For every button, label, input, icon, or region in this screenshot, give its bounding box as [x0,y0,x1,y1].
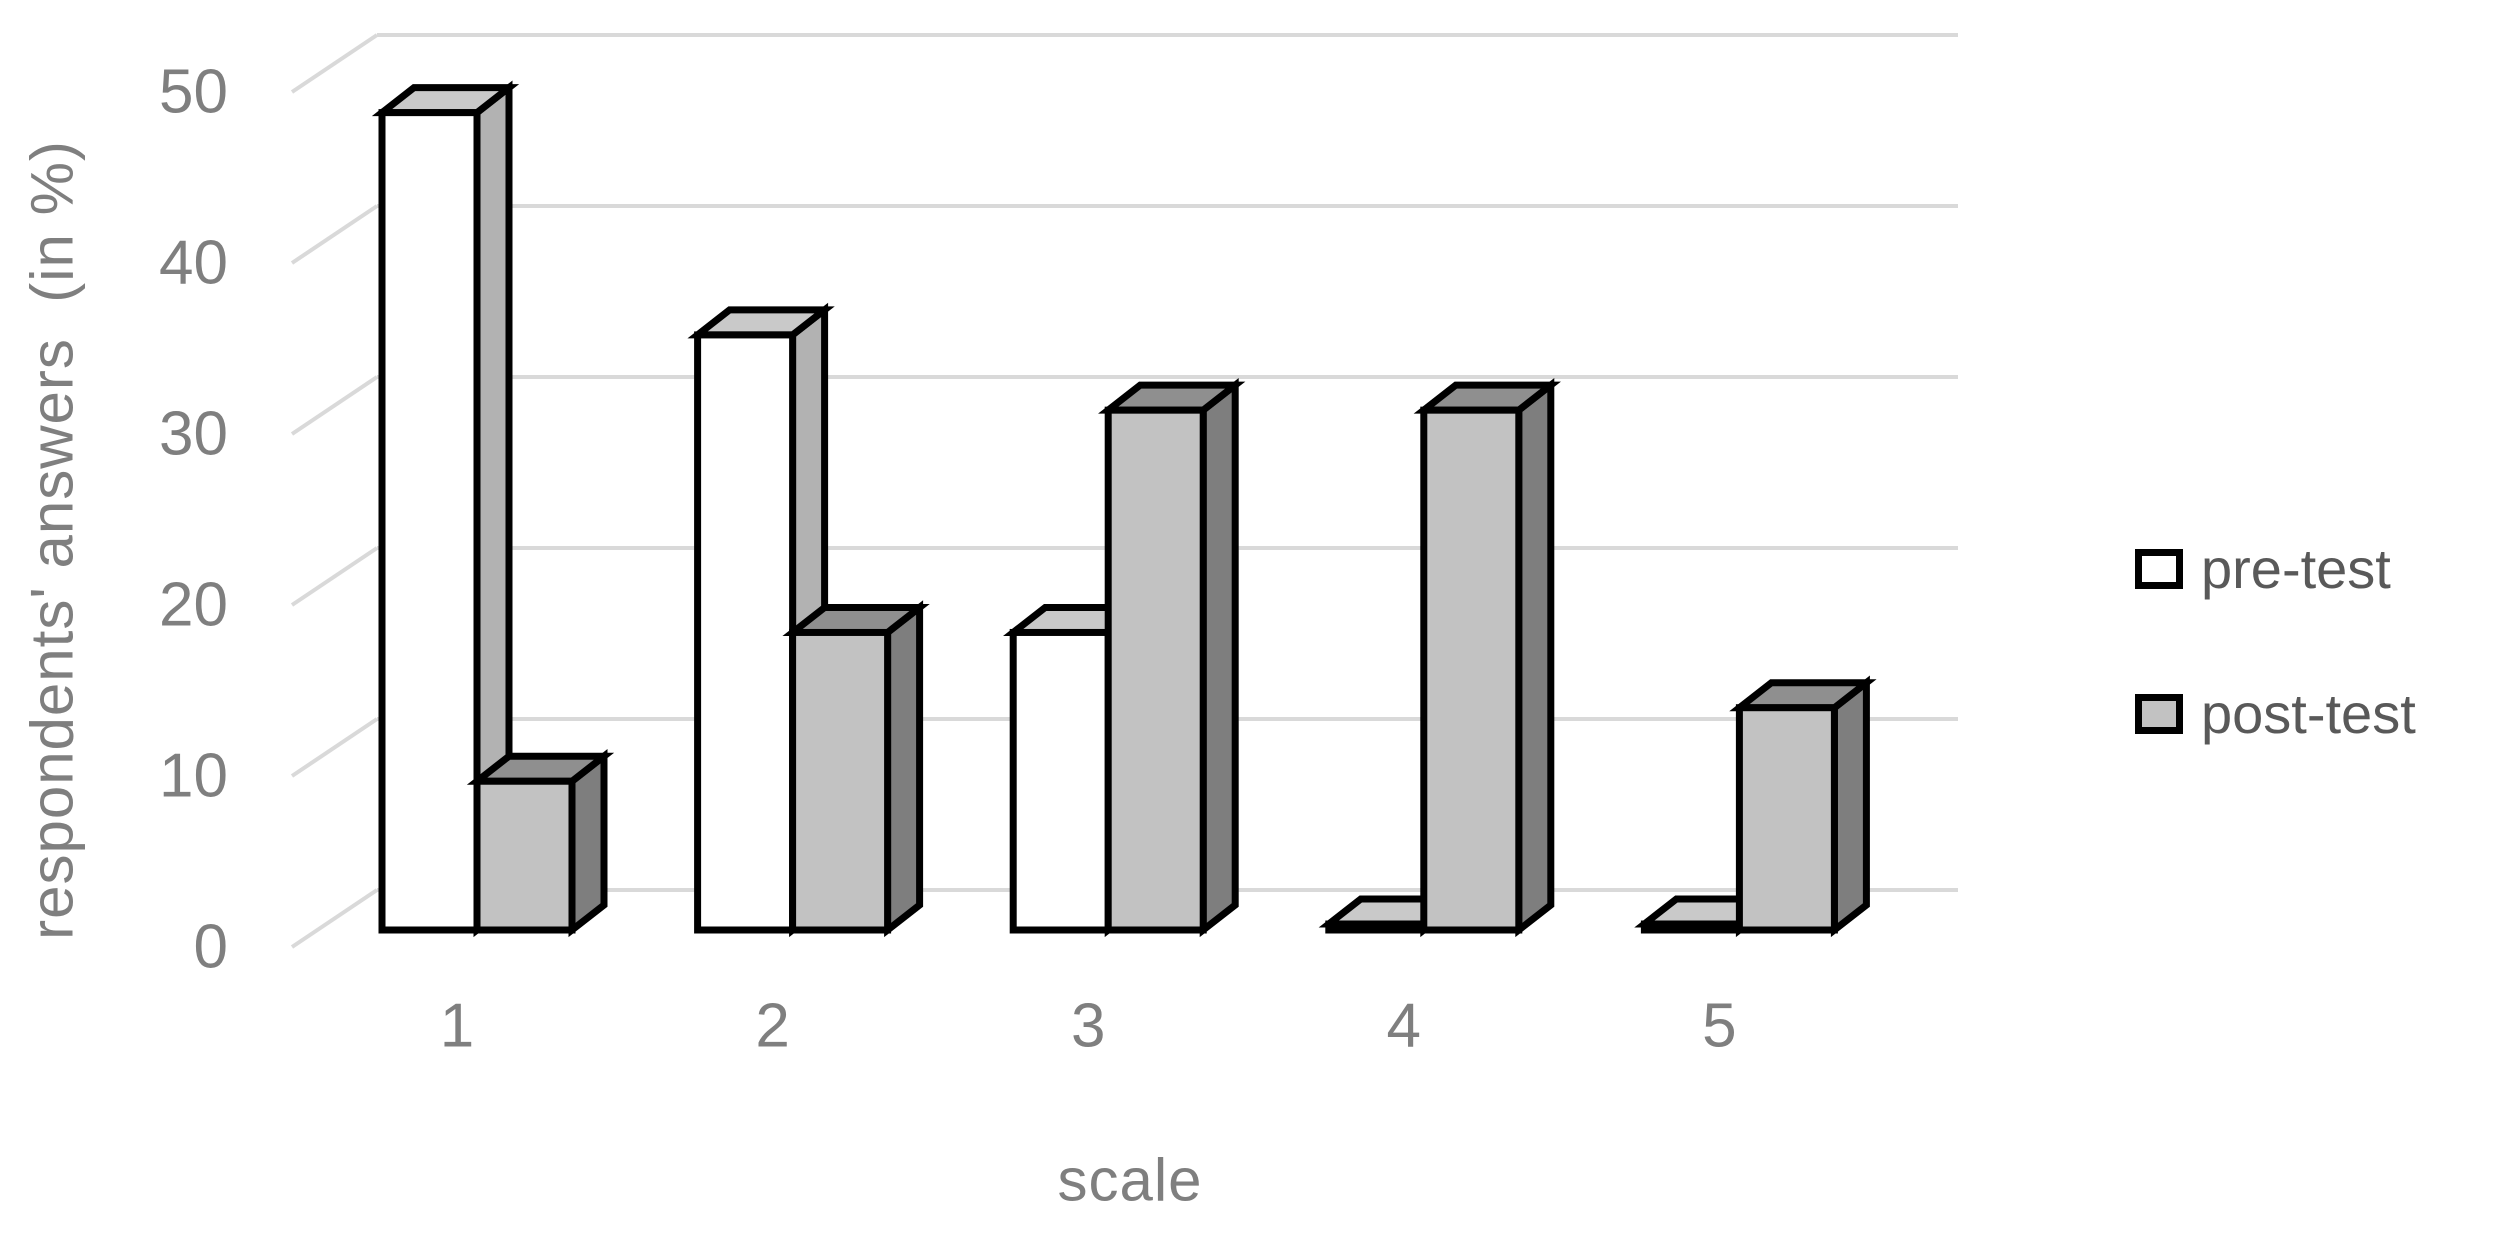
bar-post-test-scale-2-side [884,600,924,938]
y-tick-label-50: 50 [159,57,228,126]
bar-pre-test-scale-3-front [1009,628,1112,934]
legend-item-pre-test: pre-test [2135,536,2391,601]
legend-label-post-test: post-test [2201,682,2416,745]
bar-pre-test-scale-2-front [694,331,797,934]
legend-item-post-test: post-test [2135,681,2416,746]
x-axis-title: scale [1057,1146,1203,1214]
bar-post-test-scale-5-side [1830,675,1870,938]
y-tick-label-0: 0 [194,912,228,981]
bar-post-test-scale-4-side [1515,377,1555,938]
bar-pre-test-scale-5-front [1640,920,1743,934]
x-tick-label-1: 1 [440,991,474,1060]
legend-label-pre-test: pre-test [2201,537,2391,600]
gridline-depth-tick-50 [290,33,379,94]
bar-post-test-scale-2-front [789,628,892,934]
bar-post-test-scale-5-front [1735,704,1838,934]
gridline-depth-tick-0 [290,888,379,949]
x-tick-label-4: 4 [1387,991,1421,1060]
x-tick-label-3: 3 [1071,991,1105,1060]
gridline-depth-tick-10 [290,717,379,778]
bar-post-test-scale-1-side [568,749,608,938]
gridline-depth-tick-30 [290,375,379,436]
legend-swatch-post-test-icon [2135,693,2183,734]
y-tick-label-20: 20 [159,570,228,639]
x-tick-label-2: 2 [755,991,789,1060]
bar-post-test-scale-3-front [1104,406,1207,934]
bar-pre-test-scale-1-front [378,109,481,934]
y-tick-label-30: 30 [159,399,228,468]
legend-swatch-pre-test-icon [2135,548,2183,589]
bar-post-test-scale-3-side [1199,377,1239,938]
gridline-depth-tick-20 [290,546,379,607]
y-axis-title: respondents' answers (in %) [18,140,86,940]
gridline-depth-tick-40 [290,204,379,265]
y-tick-label-10: 10 [159,741,228,810]
bar-pre-test-scale-4-front [1325,920,1428,934]
bar-post-test-scale-1-front [473,777,576,934]
bar-post-test-scale-4-front [1420,406,1523,934]
x-tick-label-5: 5 [1702,991,1736,1060]
y-tick-label-40: 40 [159,228,228,297]
legend: pre-test post-test [2135,0,2510,1236]
